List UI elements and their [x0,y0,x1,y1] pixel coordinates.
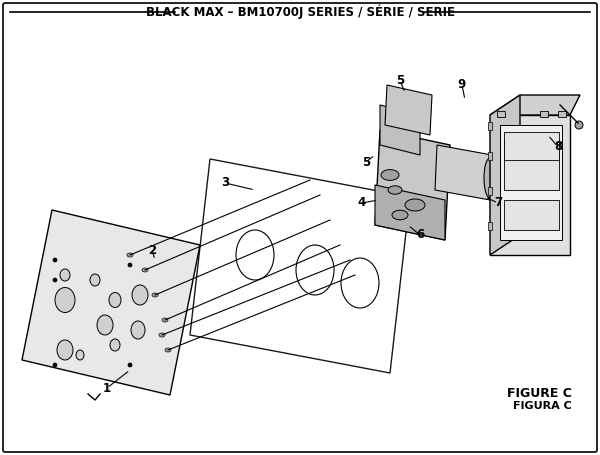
Bar [488,222,492,230]
Ellipse shape [152,293,158,297]
Ellipse shape [97,315,113,335]
Ellipse shape [109,293,121,308]
Text: 1: 1 [103,381,111,394]
Ellipse shape [110,339,120,351]
Ellipse shape [127,253,133,257]
Polygon shape [435,145,492,200]
Ellipse shape [142,268,148,272]
Bar [504,200,559,230]
Polygon shape [22,210,200,395]
Text: 8: 8 [554,141,562,153]
Bar [488,122,492,130]
Ellipse shape [128,263,132,267]
Text: 7: 7 [494,197,502,209]
Text: 9: 9 [458,79,466,91]
Ellipse shape [90,274,100,286]
Ellipse shape [132,285,148,305]
Ellipse shape [76,350,84,360]
Ellipse shape [575,121,583,129]
Text: 5: 5 [396,74,404,86]
Ellipse shape [53,258,57,262]
Polygon shape [375,185,445,240]
Text: 6: 6 [416,228,424,242]
Ellipse shape [53,363,57,367]
Text: 2: 2 [148,243,156,257]
Ellipse shape [165,348,171,352]
Ellipse shape [484,158,496,198]
Polygon shape [385,85,432,135]
Bar [540,111,548,117]
Text: 5: 5 [362,156,370,168]
Text: FIGURE C: FIGURE C [507,387,572,400]
Ellipse shape [405,199,425,211]
Ellipse shape [53,278,57,282]
Ellipse shape [159,333,165,337]
Ellipse shape [128,363,132,367]
Ellipse shape [60,269,70,281]
Polygon shape [490,95,520,255]
Bar [558,111,566,117]
Polygon shape [490,95,580,115]
Ellipse shape [162,318,168,322]
Text: 4: 4 [358,197,366,209]
Polygon shape [500,125,562,240]
Polygon shape [490,115,570,255]
Text: FIGURA C: FIGURA C [513,401,572,411]
Ellipse shape [57,340,73,360]
Ellipse shape [392,210,408,220]
Bar [488,187,492,195]
Ellipse shape [131,321,145,339]
Ellipse shape [55,288,75,313]
Bar [504,132,559,160]
Bar [497,111,505,117]
Polygon shape [375,130,450,240]
Text: BLACK MAX – BM10700J SERIES / SÉRIE / SERIE: BLACK MAX – BM10700J SERIES / SÉRIE / SE… [146,5,455,19]
FancyBboxPatch shape [3,3,597,452]
Ellipse shape [381,170,399,180]
Polygon shape [380,105,420,155]
Ellipse shape [388,186,402,194]
Bar [504,140,559,190]
Text: 3: 3 [221,177,229,189]
Bar [488,152,492,160]
